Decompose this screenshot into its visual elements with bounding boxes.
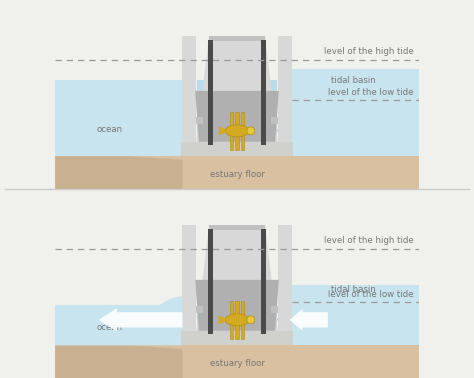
Bar bbox=[182, 225, 196, 331]
Text: tidal basin: tidal basin bbox=[331, 76, 376, 85]
Bar bbox=[197, 80, 277, 156]
Bar bbox=[208, 229, 213, 335]
Text: sluice gates: sluice gates bbox=[206, 264, 257, 273]
Bar bbox=[236, 301, 238, 339]
Polygon shape bbox=[195, 91, 279, 142]
Bar bbox=[196, 117, 203, 124]
Bar bbox=[196, 306, 203, 313]
Polygon shape bbox=[292, 285, 419, 345]
Ellipse shape bbox=[247, 316, 255, 324]
Text: turbine: turbine bbox=[261, 126, 292, 135]
Polygon shape bbox=[55, 345, 182, 378]
Bar bbox=[209, 225, 265, 230]
Bar bbox=[208, 40, 213, 146]
Bar bbox=[236, 112, 238, 150]
Polygon shape bbox=[195, 280, 279, 331]
Polygon shape bbox=[55, 80, 182, 156]
Bar bbox=[241, 301, 245, 339]
FancyArrow shape bbox=[99, 308, 182, 332]
Polygon shape bbox=[196, 36, 278, 142]
Bar bbox=[55, 156, 419, 189]
Bar bbox=[181, 142, 293, 156]
Polygon shape bbox=[292, 69, 419, 156]
Bar bbox=[271, 117, 278, 124]
Ellipse shape bbox=[225, 314, 249, 326]
Bar bbox=[181, 331, 293, 345]
Bar bbox=[271, 306, 278, 313]
Polygon shape bbox=[219, 316, 225, 324]
Polygon shape bbox=[55, 305, 182, 345]
Polygon shape bbox=[55, 156, 182, 189]
Text: level of the high tide: level of the high tide bbox=[324, 47, 413, 56]
Bar bbox=[55, 345, 419, 378]
Text: turbine: turbine bbox=[261, 315, 292, 324]
Text: estuary floor: estuary floor bbox=[210, 359, 264, 368]
Text: ocean: ocean bbox=[97, 322, 123, 332]
Bar bbox=[197, 295, 277, 345]
Bar bbox=[261, 40, 266, 146]
Text: tidal basin: tidal basin bbox=[331, 285, 376, 294]
Ellipse shape bbox=[225, 125, 249, 137]
Text: sluice gates: sluice gates bbox=[206, 75, 257, 84]
Polygon shape bbox=[219, 127, 225, 135]
Bar bbox=[182, 36, 196, 142]
Bar bbox=[278, 36, 292, 142]
Bar bbox=[241, 112, 245, 150]
Polygon shape bbox=[55, 296, 182, 345]
Bar bbox=[209, 36, 265, 41]
Bar bbox=[278, 225, 292, 331]
Text: barrage: barrage bbox=[220, 232, 254, 241]
Text: level of the low tide: level of the low tide bbox=[328, 88, 413, 97]
Text: level of the low tide: level of the low tide bbox=[328, 290, 413, 299]
Text: ocean: ocean bbox=[97, 124, 123, 133]
Bar bbox=[229, 301, 233, 339]
Bar bbox=[261, 229, 266, 335]
Polygon shape bbox=[196, 225, 278, 331]
Text: level of the high tide: level of the high tide bbox=[324, 236, 413, 245]
Text: estuary floor: estuary floor bbox=[210, 170, 264, 179]
Text: barrage: barrage bbox=[220, 43, 254, 52]
Bar bbox=[229, 112, 233, 150]
FancyArrow shape bbox=[290, 309, 328, 331]
Ellipse shape bbox=[247, 127, 255, 135]
